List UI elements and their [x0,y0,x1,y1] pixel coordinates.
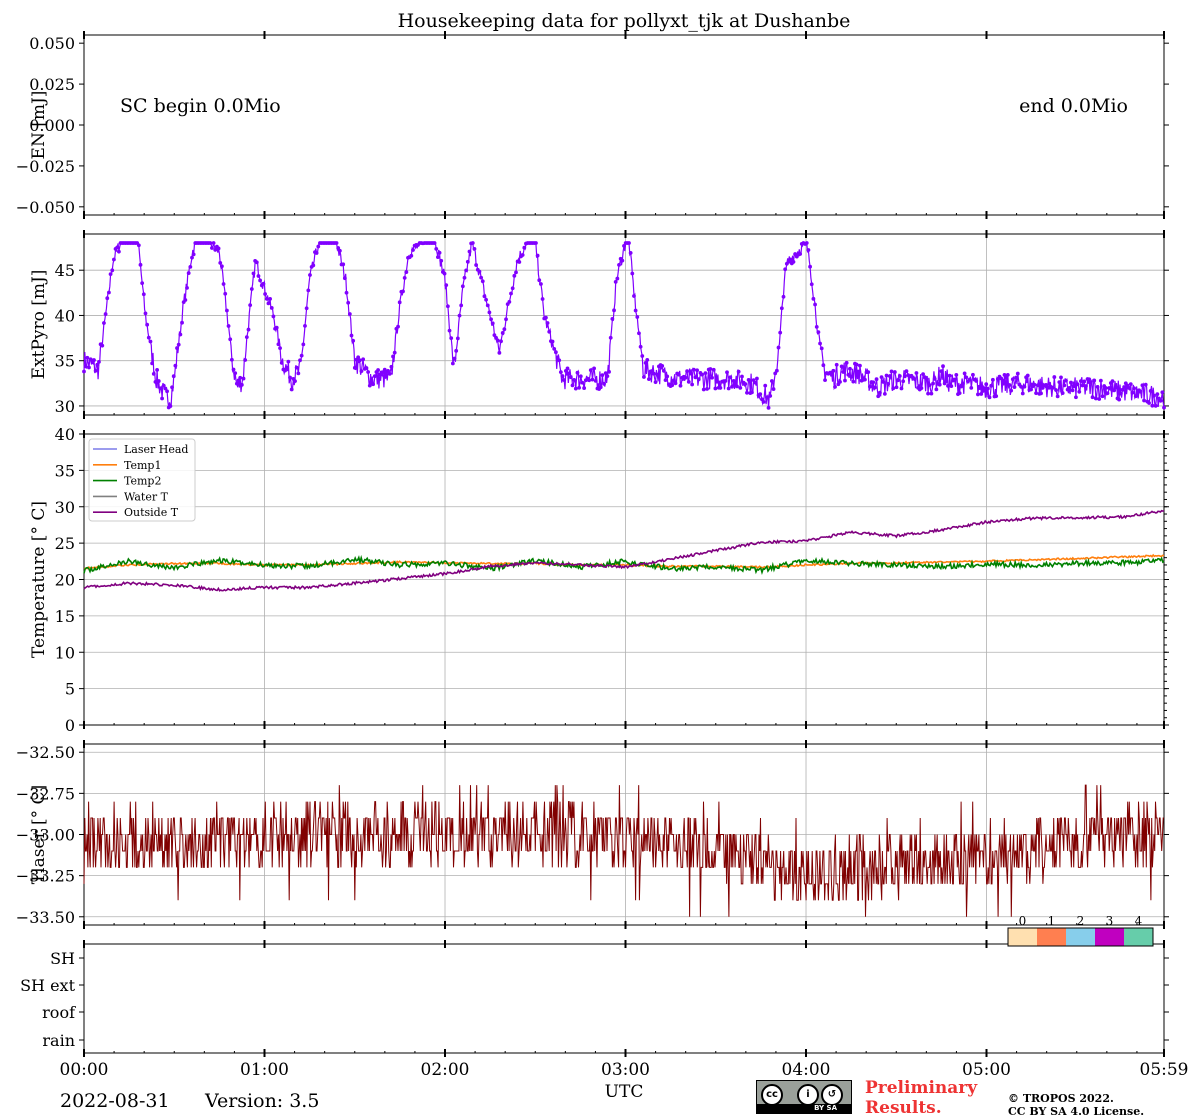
copyright-note: © TROPOS 2022. CC BY SA 4.0 License. [1008,1092,1144,1118]
colorbar-cell [1095,928,1124,946]
y-tick-label: −0.025 [16,157,75,176]
y-tick-label: −32.75 [16,784,75,803]
preliminary-line-1: Preliminary [865,1078,978,1098]
status-colorbar: 0 1 2 3 4 [1007,914,1154,947]
preliminary-results-note: Preliminary Results. [865,1078,977,1118]
legend-frame [88,438,196,522]
extpyro-point [1162,405,1166,410]
y-tick-label: 25 [55,534,75,553]
x-tick-label: 03:00 [601,1060,650,1080]
extpyro-point [1074,395,1078,400]
y-tick-label: −32.50 [16,743,75,762]
legend-entry: Temp2 [124,475,161,488]
y-tick-label: 5 [65,680,75,699]
tower-temperature-line [83,784,1164,917]
y-tick-label: −0.050 [16,198,75,217]
colorbar-label: 4 [1135,914,1143,928]
y-tick-label: 0 [65,716,75,735]
temperature-legend: Laser Head Temp1 Temp2 Water T Outside T [88,438,196,522]
y-tick-label: 30 [55,498,75,517]
y-tick-label: 35 [55,461,75,480]
sc-begin-annotation: SC begin 0.0Mio [120,95,281,117]
x-tick-label: 04:00 [782,1060,831,1080]
colorbar-cell [1066,928,1095,946]
sa-icon: ↺ [821,1084,843,1106]
panel-status: SH SH ext roof rain 00:00 01:00 02:00 03:00 04:0… [20,914,1188,1080]
sc-end-annotation: end 0.0Mio [1019,95,1128,117]
panel-energy: 0.050 0.025 0.000 −0.025 −0.050 EN [mJ] SC beg… [16,31,1169,219]
colorbar-label: 1 [1048,914,1056,928]
cc-icon: cc [761,1084,783,1106]
panel-temperature: 0 5 10 15 20 25 30 35 40 Temperature [° C] Laser H… [29,425,1169,735]
preliminary-line-2: Results. [865,1098,942,1118]
x-tick-label: 01:00 [240,1060,289,1080]
status-row-label: SH ext [20,976,75,995]
y-tick-label: 0.000 [29,116,75,135]
legend-entry: Water T [124,490,169,503]
colorbar-cell [1124,928,1153,946]
x-axis-label: UTC [605,1082,644,1102]
y-tick-label: 0.025 [29,75,75,94]
y-tick-label: 40 [55,306,75,325]
panel-frame [83,233,1165,416]
y-axis-label: ExtPyro [mJ] [29,270,49,380]
extpyro-point [926,391,930,396]
y-tick-label: 15 [55,607,75,626]
footer-version: Version: 3.5 [205,1090,319,1112]
x-tick-label: 02:00 [421,1060,470,1080]
colorbar-label: 2 [1077,914,1085,928]
y-tick-label: −33.00 [16,826,75,845]
y-axis-label: Temperature [° C] [29,501,49,658]
y-tick-label: 10 [55,643,75,662]
status-row-label: roof [42,1003,76,1022]
x-tick-label: 05:59 [1140,1060,1189,1080]
colorbar-cell [1037,928,1066,946]
panel-frame [83,34,1165,216]
colorbar-label: 0 [1019,914,1027,928]
copyright-line-1: © TROPOS 2022. [1008,1092,1114,1105]
y-tick-label: 20 [55,571,75,590]
legend-entry: Temp1 [124,459,161,472]
panel-frame [83,943,1165,1054]
colorbar-label: 3 [1106,914,1114,928]
y-tick-label: −33.25 [16,867,75,886]
panel-extpyro: 30 35 40 45 ExtPyro [mJ] [29,230,1169,419]
y-tick-label: 30 [55,397,75,416]
legend-entry: Outside T [124,506,179,519]
cc-license-badge: cc i ↺ BY SA [756,1080,852,1114]
y-axis-label: EN [mJ] [29,91,49,160]
colorbar-cell [1008,928,1037,946]
cc-badge-caption: BY SA [757,1104,851,1113]
footer-date: 2022-08-31 [60,1090,170,1112]
status-row-label: rain [42,1031,75,1050]
colorbar-frame [1007,927,1154,947]
y-tick-label: 35 [55,352,75,371]
y-axis-label: Tlaser [° C] [29,785,49,884]
version-value: 3.5 [289,1090,320,1112]
series-line-temp2 [83,554,1165,576]
series-line-outside-t [83,509,1165,592]
legend-entry: Laser Head [124,443,188,456]
copyright-line-2: CC BY SA 4.0 License. [1008,1105,1145,1118]
version-label: Version: [205,1090,284,1112]
y-tick-label: 40 [55,425,75,444]
y-tick-label: 45 [55,261,75,280]
x-tick-label: 00:00 [60,1060,109,1080]
y-tick-label: −33.50 [16,908,75,927]
x-tick-label: 05:00 [962,1060,1011,1080]
extpyro-series-line [83,242,1165,408]
status-row-label: SH [50,949,75,968]
panels-group: 0.050 0.025 0.000 −0.025 −0.050 EN [mJ] SC beg… [16,31,1189,1080]
by-icon: i [797,1084,819,1106]
panel-tower: −32.50 −32.75 −33.00 −33.25 −33.50 Tlaser [° … [16,740,1169,929]
y-tick-label: 0.050 [29,34,75,53]
figure-title: Housekeeping data for pollyxt_tjk at Dus… [398,10,851,32]
panel-frame [83,743,1165,926]
